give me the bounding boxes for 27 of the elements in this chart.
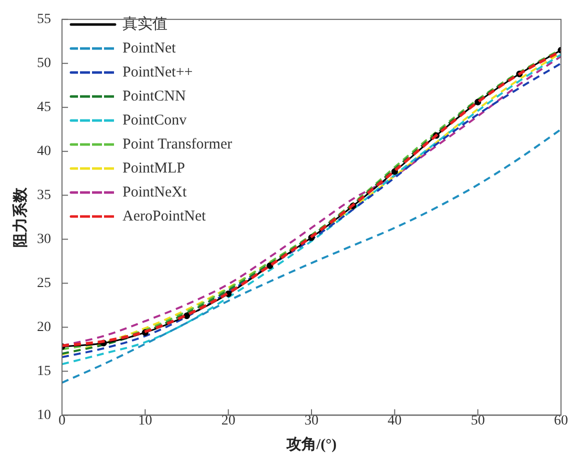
- y-axis-title: 阻力系数: [12, 186, 29, 248]
- x-tick-label: 60: [554, 413, 568, 428]
- x-axis-title: 攻角/(°): [285, 436, 337, 453]
- legend-label: 真实值: [122, 15, 168, 32]
- y-tick-label: 35: [37, 188, 51, 203]
- legend-label: Point Transformer: [122, 136, 232, 152]
- x-tick-label: 40: [388, 413, 402, 428]
- legend-label: PointCNN: [122, 88, 186, 104]
- y-tick-label: 15: [37, 364, 51, 379]
- y-tick-label: 45: [37, 100, 51, 116]
- x-tick-label: 20: [221, 413, 236, 428]
- legend-label: AeroPointNet: [122, 208, 207, 224]
- x-tick-label: 10: [138, 413, 152, 428]
- legend-label: PointNet: [122, 40, 177, 56]
- x-tick-label: 0: [58, 413, 66, 428]
- y-tick-label: 40: [37, 144, 51, 160]
- legend-label: PointNet++: [122, 64, 193, 80]
- legend-label: PointMLP: [122, 160, 186, 176]
- y-tick-label: 20: [37, 320, 51, 335]
- y-tick-label: 50: [37, 56, 51, 72]
- y-tick-label: 55: [37, 12, 51, 28]
- x-tick-label: 50: [470, 413, 485, 428]
- legend-label: PointNeXt: [122, 184, 188, 200]
- y-tick-label: 30: [37, 232, 51, 247]
- x-tick-label: 30: [304, 413, 318, 428]
- y-tick-label: 25: [37, 276, 51, 291]
- legend-label: PointConv: [122, 112, 188, 128]
